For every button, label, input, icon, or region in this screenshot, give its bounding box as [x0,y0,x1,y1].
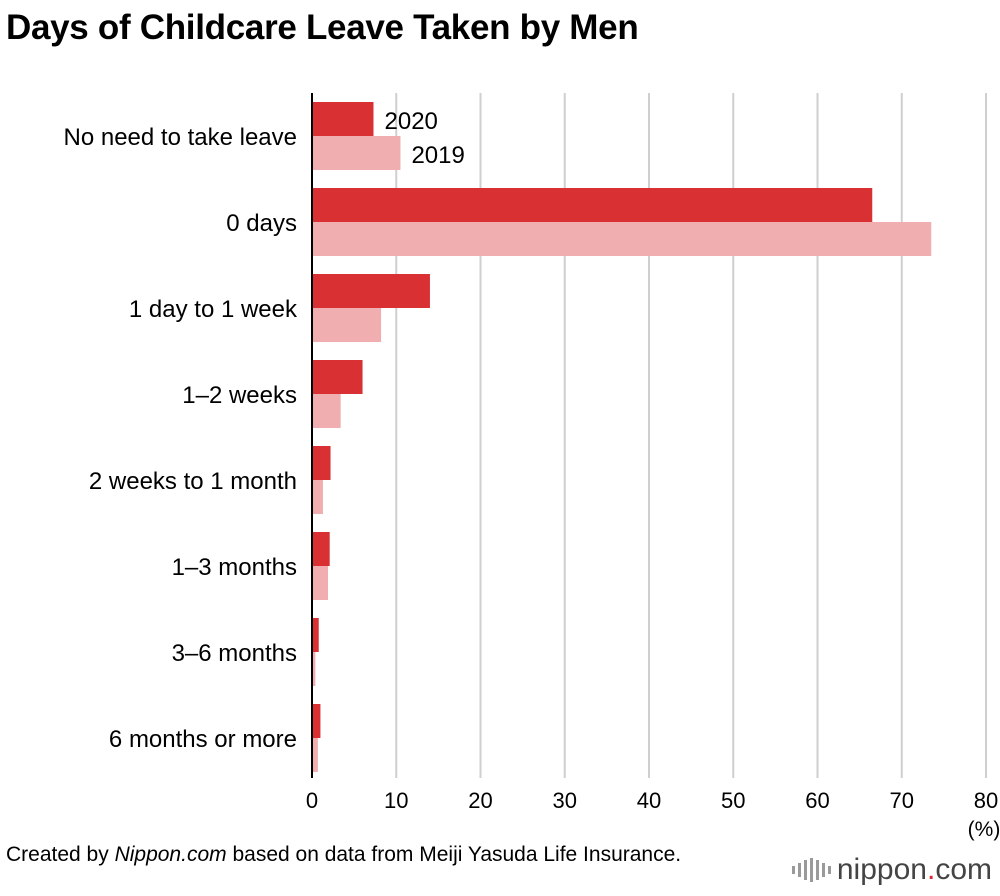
category-label: 1–3 months [172,554,297,581]
bar-2020 [312,102,374,136]
x-axis-unit-label: (%) [968,818,1000,841]
logo-wordmark: nippon.com [837,853,992,887]
x-tick-label: 10 [384,788,408,813]
bar-2020 [312,274,430,308]
bar-2020 [312,446,331,480]
logo-tld: com [935,853,992,886]
x-tick-label: 20 [468,788,492,813]
x-tick-label: 60 [805,788,829,813]
category-label: No need to take leave [64,124,298,151]
bar-2019 [312,136,401,170]
logo-mark-icon [791,858,831,882]
category-label: 1–2 weeks [182,382,297,409]
bar-2019 [312,652,316,686]
category-label: 1 day to 1 week [129,296,298,323]
x-tick-label: 80 [974,788,998,813]
bar-2019 [312,222,932,256]
x-tick-label: 50 [721,788,745,813]
bar-2020 [312,704,321,738]
category-label: 6 months or more [109,726,297,753]
bar-2020 [312,532,330,566]
logo-dot: . [926,853,936,886]
category-label: 0 days [226,210,297,237]
bar-2019 [312,566,329,600]
bar-2020 [312,188,873,222]
category-label: 2 weeks to 1 month [89,468,297,495]
logo-name: nippon [836,853,927,886]
x-tick-label: 70 [890,788,914,813]
bar-2019 [312,308,382,342]
bar-2020 [312,360,363,394]
legend-label-2020: 2020 [385,108,438,135]
bar-2019 [312,394,341,428]
bar-2019 [312,480,323,514]
x-tick-label: 40 [637,788,661,813]
source-name: Nippon.com [114,843,227,866]
source-prefix: Created by [6,843,115,866]
x-tick-label: 0 [306,788,318,813]
chart-title: Days of Childcare Leave Taken by Men [6,8,639,47]
nippon-logo: nippon.com [791,852,992,888]
bar-2020 [312,618,319,652]
legend-label-2019: 2019 [411,142,464,169]
category-label: 3–6 months [172,640,297,667]
x-tick-label: 30 [553,788,577,813]
source-note: Created by Nippon.com based on data from… [6,842,706,868]
source-suffix: based on data from Meiji Yasuda Life Ins… [226,843,682,866]
bar-2019 [312,738,318,772]
